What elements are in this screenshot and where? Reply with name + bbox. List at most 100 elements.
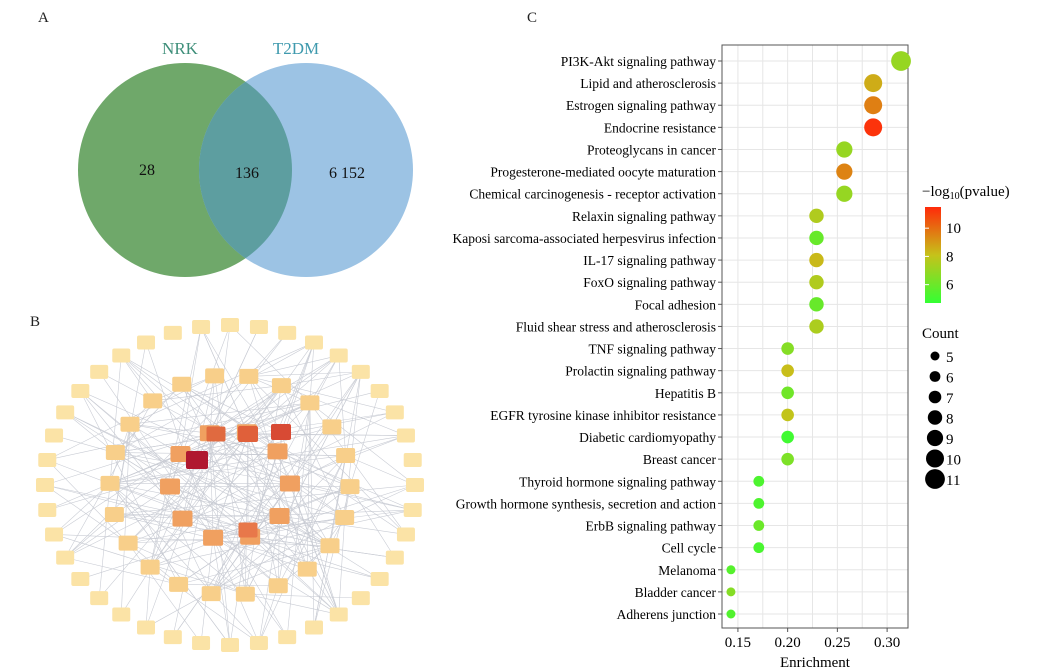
network-edge	[309, 355, 339, 404]
network-node	[56, 405, 75, 420]
network-node	[71, 383, 90, 398]
y-tick-label: Breast cancer	[643, 452, 717, 467]
network-node	[297, 561, 317, 577]
network-edge	[248, 376, 282, 433]
color-bar	[925, 207, 941, 303]
network-node	[205, 368, 225, 384]
network-node	[45, 527, 64, 542]
data-point	[781, 452, 794, 466]
network-edge	[98, 385, 282, 599]
data-point	[753, 498, 765, 509]
data-point	[781, 386, 794, 400]
network-edge	[309, 402, 416, 486]
network-node	[160, 478, 181, 495]
network-node	[300, 395, 320, 411]
network-edge	[286, 402, 311, 638]
network-edge	[289, 483, 413, 511]
y-tick-label: Prolactin signaling pathway	[565, 364, 716, 379]
network-node	[90, 364, 109, 379]
network-node	[201, 586, 221, 602]
network-node	[118, 535, 138, 551]
network-edge	[115, 384, 182, 453]
network-edge	[209, 432, 331, 547]
network-edge	[178, 584, 279, 587]
network-edge	[120, 424, 131, 615]
size-legend-dot	[926, 429, 944, 447]
venn-label-nrk: NRK	[162, 39, 199, 58]
venn-diagram: NRK T2DM 28 136 6 152	[78, 39, 413, 277]
network-node	[370, 572, 389, 587]
network-edge	[53, 385, 282, 535]
network-edge	[245, 593, 361, 599]
network-edge	[345, 435, 407, 456]
network-edge	[145, 517, 345, 628]
chart-grid	[722, 45, 908, 628]
network-node	[203, 529, 224, 546]
size-legend-dot	[925, 469, 945, 489]
network-edge	[182, 509, 413, 519]
x-axis-ticks: 0.15 0.20 0.25 0.30	[725, 628, 900, 651]
network-edge	[80, 390, 291, 484]
network-edge	[309, 342, 315, 403]
network-node	[351, 364, 370, 379]
network-edge	[128, 542, 246, 595]
data-point	[726, 609, 736, 619]
panel-label-b: B	[30, 314, 41, 330]
size-legend-dot	[926, 449, 944, 468]
network-edge	[80, 390, 179, 585]
network-edge	[209, 433, 214, 538]
network-node	[396, 428, 415, 443]
network-edge	[245, 433, 249, 595]
y-tick-label: Fluid shear stress and atherosclerosis	[516, 319, 716, 334]
network-node	[335, 510, 355, 526]
network-node	[370, 383, 389, 398]
network-edge	[209, 432, 345, 518]
y-tick-label: Melanoma	[658, 563, 716, 578]
network-edge	[200, 326, 249, 435]
network-edge	[150, 509, 413, 568]
network-node	[112, 348, 131, 363]
network-node	[403, 452, 422, 467]
network-edge	[172, 529, 249, 638]
network-edge	[200, 326, 331, 546]
y-tick-label: PI3K-Akt signaling pathway	[561, 54, 716, 69]
data-point	[781, 342, 794, 355]
network-edge	[109, 483, 249, 531]
network-edge	[248, 376, 308, 570]
network-edge	[181, 384, 280, 517]
color-legend-tick-label: 10	[946, 221, 961, 237]
network-edge	[229, 324, 311, 404]
network-node	[163, 325, 182, 340]
network-node	[235, 586, 255, 602]
network-edge	[248, 376, 407, 535]
panel-label-c: C	[527, 10, 538, 26]
network-node	[336, 448, 356, 464]
color-legend-tick-label: 8	[946, 249, 954, 265]
data-point	[726, 565, 736, 575]
venn-count-nrk-only: 28	[139, 162, 155, 179]
y-tick-label: FoxO signaling pathway	[583, 275, 716, 290]
network-edge	[182, 412, 395, 519]
y-tick-label: Kaposi sarcoma-associated herpesvirus in…	[452, 231, 716, 246]
network-edge	[258, 585, 279, 644]
network-node	[172, 510, 193, 527]
network-edge	[209, 355, 339, 434]
size-legend-dot	[928, 390, 942, 404]
y-tick-label: Endocrine resistance	[604, 120, 716, 135]
network-edge	[245, 593, 339, 615]
size-legend-dot	[929, 371, 941, 382]
network-edge	[53, 435, 345, 518]
venn-count-t2dm-only: 6 152	[329, 165, 365, 182]
network-edge	[349, 486, 396, 558]
venn-count-intersection: 136	[235, 165, 259, 182]
network-edge	[65, 557, 179, 585]
network-node	[105, 444, 125, 460]
network-node	[206, 426, 226, 442]
network-node	[278, 630, 297, 645]
network-edge	[180, 453, 288, 638]
y-tick-label: Thyroid hormone signaling pathway	[519, 474, 716, 489]
network-edge	[281, 385, 345, 518]
data-point	[809, 208, 824, 224]
network-edge	[109, 483, 231, 646]
network-edge	[281, 371, 361, 386]
